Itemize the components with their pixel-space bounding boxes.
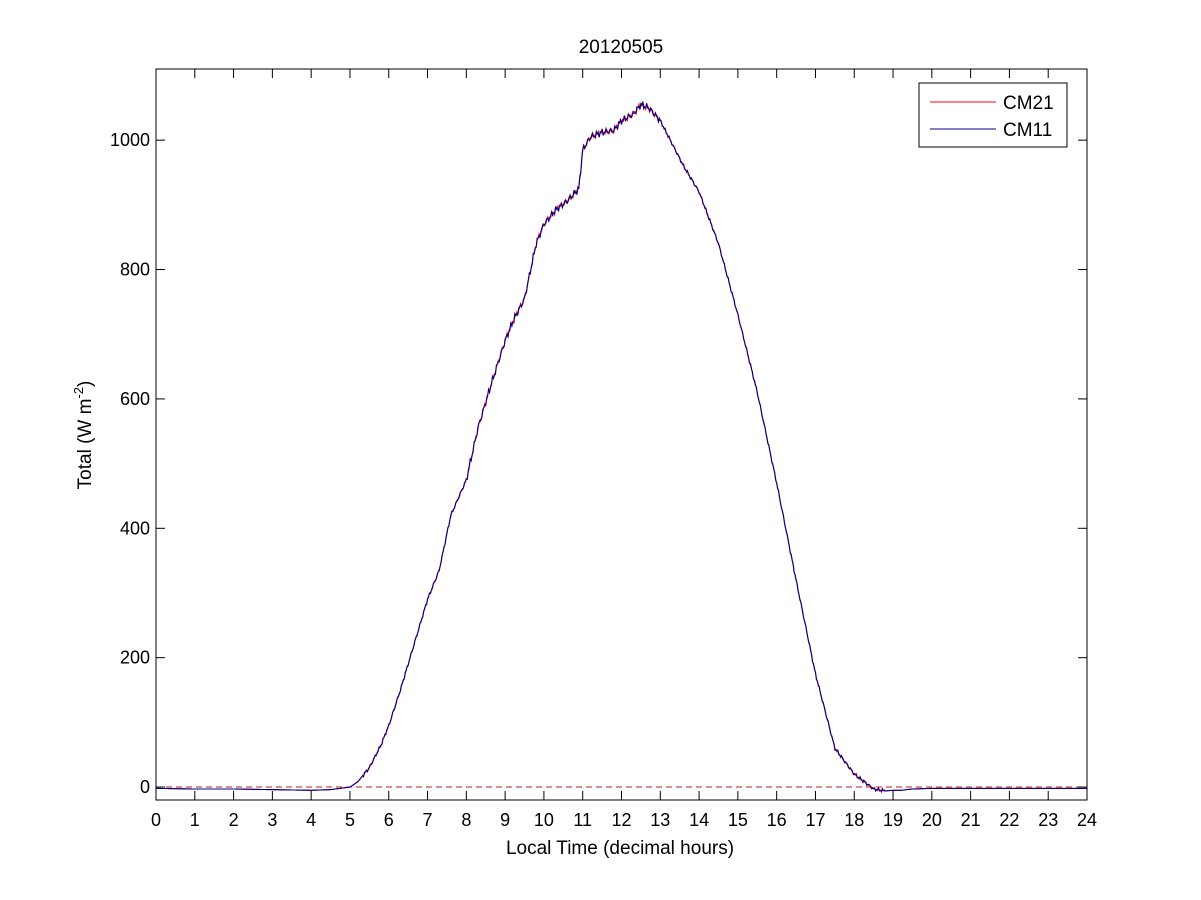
x-tick-label: 22 xyxy=(999,810,1019,830)
x-tick-label: 19 xyxy=(883,810,903,830)
y-tick-label: 0 xyxy=(140,777,150,797)
y-tick-label: 400 xyxy=(120,518,150,538)
x-tick-label: 9 xyxy=(500,810,510,830)
x-tick-label: 15 xyxy=(728,810,748,830)
x-tick-label: 7 xyxy=(423,810,433,830)
x-tick-label: 8 xyxy=(461,810,471,830)
x-tick-label: 4 xyxy=(306,810,316,830)
x-ticks: 0 1 2 3 4 5 6 7 8 9 10 11 12 13 14 15 16 17 18 19 20 21 22 23 24 xyxy=(151,69,1097,830)
x-tick-label: 21 xyxy=(961,810,981,830)
x-tick-label: 18 xyxy=(844,810,864,830)
legend-box xyxy=(918,82,1068,148)
x-tick-label: 11 xyxy=(573,810,592,830)
series-line-cm11 xyxy=(156,100,1087,793)
y-tick-label: 800 xyxy=(120,260,150,280)
x-tick-label: 2 xyxy=(229,810,239,830)
x-tick-label: 1 xyxy=(190,810,200,830)
y-tick-label: 200 xyxy=(120,648,150,668)
y-axis-label-close: ) xyxy=(75,381,96,387)
x-tick-label: 20 xyxy=(922,810,942,830)
legend-label-cm21: CM21 xyxy=(1003,93,1054,114)
chart-title: 20120505 xyxy=(579,37,664,58)
x-tick-label: 3 xyxy=(267,810,277,830)
y-tick-label: 1000 xyxy=(110,130,150,150)
x-tick-label: 5 xyxy=(345,810,355,830)
x-tick-label: 10 xyxy=(534,810,554,830)
plot-area xyxy=(156,69,1087,800)
x-tick-label: 13 xyxy=(650,810,670,830)
x-tick-label: 14 xyxy=(689,810,709,830)
x-tick-label: 16 xyxy=(767,810,787,830)
plot-clip-group xyxy=(156,100,1087,794)
x-tick-label: 23 xyxy=(1038,810,1058,830)
x-tick-label: 6 xyxy=(384,810,394,830)
x-axis-label: Local Time (decimal hours) xyxy=(506,838,734,859)
x-tick-label: 17 xyxy=(805,810,825,830)
y-axis-label: Total (W m-2) xyxy=(71,381,96,490)
x-tick-label: 24 xyxy=(1077,810,1097,830)
y-ticks: 0 200 400 600 800 1000 xyxy=(110,130,1087,797)
y-axis-label-superscript: -2 xyxy=(71,387,86,399)
legend: CM21 CM11 xyxy=(918,82,1068,148)
x-tick-label: 12 xyxy=(611,810,631,830)
legend-label-cm11: CM11 xyxy=(1003,120,1052,141)
y-tick-label: 600 xyxy=(120,389,150,409)
y-axis-label-main: Total (W m xyxy=(75,399,96,490)
x-tick-label: 0 xyxy=(151,810,161,830)
